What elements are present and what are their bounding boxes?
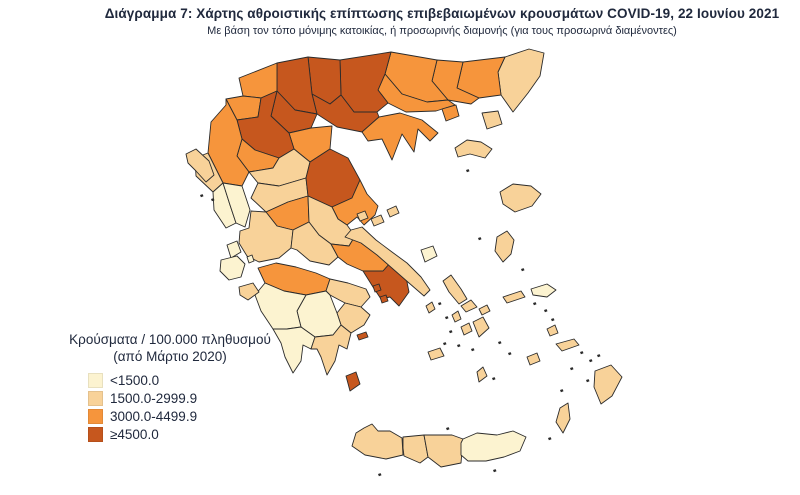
map-region-messinia	[272, 326, 316, 374]
map-region-chios	[494, 230, 515, 263]
map-islet	[570, 367, 574, 371]
legend-item-label: ≥4500.0	[110, 427, 159, 442]
map-islet	[478, 237, 482, 241]
map-region-evros	[497, 48, 545, 113]
map-region-chania	[351, 423, 404, 460]
legend-item: 3000.0-4499.9	[88, 409, 312, 424]
map-region-alonissos	[386, 205, 400, 218]
map-islet	[560, 389, 564, 393]
map-region-fokida	[290, 221, 339, 266]
map-region-milos	[427, 347, 445, 361]
map-region-irakleio	[423, 434, 464, 468]
map-region-kefalonia	[219, 255, 246, 281]
map-region-astypalaia	[526, 352, 541, 366]
map-islet	[498, 341, 502, 345]
map-region-tinos	[460, 299, 478, 313]
figure-title: Διάγραμμα 7: Χάρτης αθροιστικής επίπτωση…	[104, 6, 780, 21]
map-region-skiathos	[356, 210, 369, 222]
map-islet	[492, 377, 496, 381]
map-region-skyros	[420, 245, 438, 263]
map-islet	[446, 427, 450, 431]
map-region-chalkidiki	[361, 112, 439, 161]
map-islet	[597, 354, 601, 358]
map-region-zakynthos	[238, 282, 260, 301]
map-islet	[521, 268, 525, 272]
map-islet	[438, 302, 442, 306]
map-islet	[544, 309, 548, 313]
legend-items: <1500.0 1500.0-2999.9 3000.0-4499.9 ≥450…	[88, 373, 312, 442]
legend-title-line1: Κρούσματα / 100.000 πληθυσμού	[69, 332, 271, 347]
figure-subtitle: Με βάση τον τόπο μόνιμης κατοικίας, ή πρ…	[207, 25, 677, 37]
map-region-limnos	[454, 139, 493, 159]
map-region-lefkada	[226, 240, 242, 259]
map-islet	[471, 348, 475, 352]
map-region-salamina	[372, 283, 382, 293]
legend-item: 1500.0-2999.9	[88, 391, 312, 406]
map-region-naxos	[472, 316, 490, 338]
map-region-rethymno	[402, 434, 429, 464]
map-islet	[580, 351, 584, 355]
map-islet	[445, 316, 449, 320]
map-legend: Κρούσματα / 100.000 πληθυσμού (από Μάρτι…	[28, 331, 312, 445]
legend-title: Κρούσματα / 100.000 πληθυσμού (από Μάρτι…	[28, 331, 312, 365]
map-islet	[378, 473, 382, 477]
legend-item-label: <1500.0	[110, 373, 160, 388]
map-islet	[466, 169, 470, 173]
map-islet	[200, 194, 204, 198]
map-region-lakonia	[310, 324, 352, 376]
map-islet	[493, 469, 497, 473]
legend-swatch-over-4500	[88, 427, 103, 442]
map-region-thessaloniki	[311, 93, 380, 133]
map-islet	[551, 318, 555, 322]
map-region-florina	[238, 62, 278, 99]
map-region-hydra	[356, 331, 369, 341]
legend-item: <1500.0	[88, 373, 312, 388]
map-region-arta	[222, 182, 251, 228]
map-region-rodos	[593, 364, 623, 405]
map-region-samos	[530, 283, 557, 298]
map-region-evia	[344, 226, 431, 297]
map-region-kea	[425, 301, 436, 314]
map-islet	[508, 352, 512, 356]
map-islet	[443, 342, 447, 346]
map-islet	[589, 359, 593, 363]
map-islet	[586, 379, 590, 383]
map-region-thasos	[481, 110, 503, 130]
figure-header: Διάγραμμα 7: Χάρτης αθροιστικής επίπτωση…	[92, 6, 792, 37]
legend-swatch-1500-2999	[88, 391, 103, 406]
map-islet	[449, 330, 453, 334]
map-region-samothraki	[441, 104, 460, 122]
map-region-syros	[451, 310, 462, 323]
legend-item-label: 3000.0-4499.9	[110, 409, 198, 424]
map-region-paros	[460, 322, 473, 336]
map-islet	[211, 198, 215, 202]
map-region-ikaria	[502, 290, 526, 304]
map-region-kos	[555, 338, 580, 352]
map-region-lasithi	[460, 430, 527, 462]
map-region-andros	[442, 274, 468, 305]
map-islet	[548, 437, 552, 441]
map-region-ithaki	[246, 254, 255, 264]
map-region-kythira	[345, 371, 361, 392]
map-region-thira	[476, 366, 488, 383]
map-region-skopelos	[370, 214, 385, 227]
map-region-lesvos	[499, 183, 542, 213]
map-region-mykonos	[478, 304, 491, 316]
legend-item-label: 1500.0-2999.9	[110, 391, 198, 406]
legend-swatch-3000-4499	[88, 409, 103, 424]
map-islet	[533, 302, 537, 306]
map-region-kalymnos	[546, 324, 559, 337]
legend-title-line2: (από Μάρτιο 2020)	[113, 349, 227, 364]
map-region-corfu	[185, 148, 215, 183]
map-region-karpathos	[555, 402, 571, 434]
map-islet	[457, 344, 461, 348]
legend-item: ≥4500.0	[88, 427, 312, 442]
map-region-aegina	[379, 294, 389, 304]
legend-swatch-under-1500	[88, 373, 103, 388]
